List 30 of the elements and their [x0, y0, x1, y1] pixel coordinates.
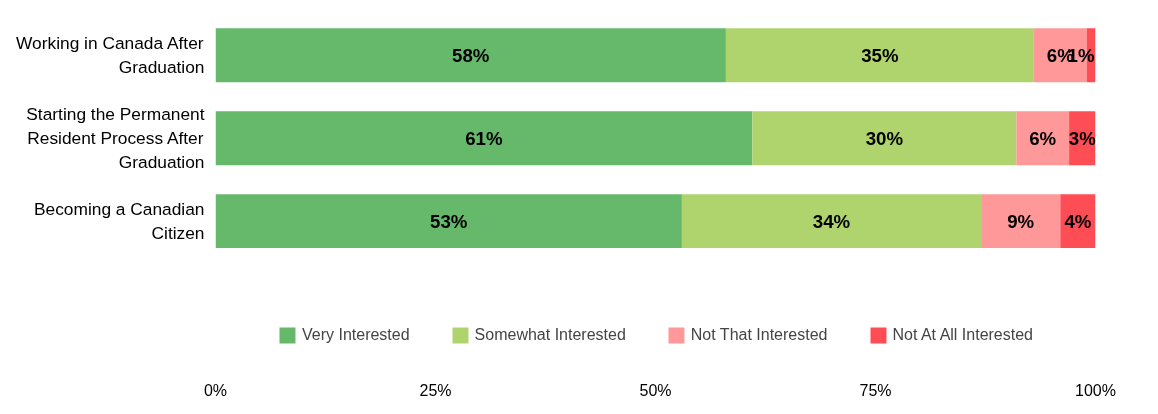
y-tick-label: Working in Canada After Graduation — [16, 33, 205, 78]
data-label: 6% — [1029, 127, 1057, 149]
x-tick-label: 75% — [859, 381, 892, 399]
data-label: 4% — [1064, 210, 1092, 232]
data-label: 3% — [1068, 127, 1097, 149]
bar — [215, 111, 753, 166]
legend-label: Not That Interested — [690, 326, 828, 344]
data-label: 34% — [812, 210, 851, 232]
data-label: 61% — [465, 127, 503, 149]
bar — [1016, 111, 1070, 166]
data-label: 9% — [1007, 210, 1035, 232]
legend-label: Very Interested — [301, 326, 410, 344]
x-tick-label: 25% — [419, 381, 452, 399]
legend-label: Not At All Interested — [892, 326, 1034, 344]
data-label: 53% — [430, 210, 468, 232]
bar — [215, 194, 682, 249]
bar — [215, 28, 726, 83]
bar — [681, 194, 982, 249]
data-label: 58% — [452, 44, 490, 66]
legend-label: Somewhat Interested — [474, 326, 626, 344]
bar — [981, 194, 1061, 249]
bar — [752, 111, 1017, 166]
y-tick-label: Becoming a Canadian Citizen — [33, 199, 205, 244]
x-tick-label: 100% — [1075, 381, 1116, 399]
x-tick-label: 0% — [203, 381, 228, 399]
bar — [725, 28, 1034, 83]
y-tick-label: Starting the Permanent Resident Process After Graduation — [26, 104, 205, 173]
data-label: 30% — [865, 127, 904, 149]
data-label: 35% — [861, 44, 899, 66]
x-tick-label: 50% — [639, 381, 672, 399]
